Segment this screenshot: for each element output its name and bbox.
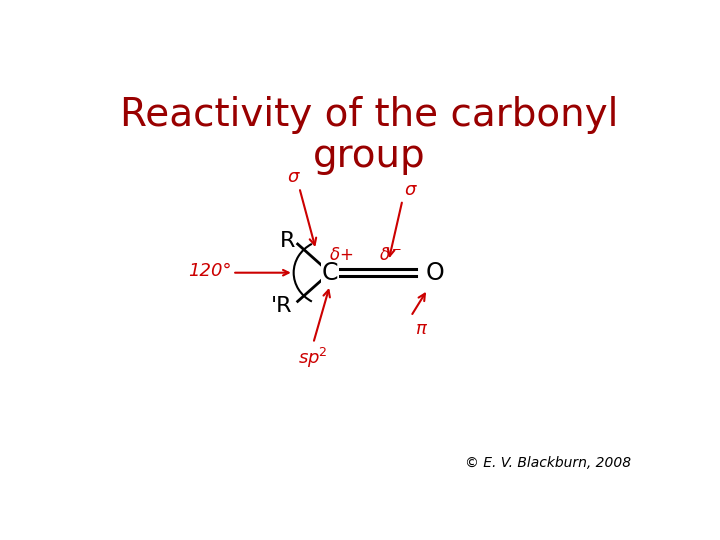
- Text: O: O: [426, 261, 444, 285]
- Text: 'R: 'R: [271, 296, 293, 316]
- Text: sp$^2$: sp$^2$: [298, 346, 328, 370]
- Text: $\delta$+: $\delta$+: [329, 246, 354, 264]
- Text: C: C: [322, 261, 338, 285]
- Text: $\sigma$: $\sigma$: [287, 168, 300, 186]
- Text: R: R: [280, 231, 295, 251]
- Text: © E. V. Blackburn, 2008: © E. V. Blackburn, 2008: [465, 456, 631, 470]
- Text: 120°: 120°: [188, 261, 231, 280]
- Text: group: group: [312, 137, 426, 176]
- Text: $\pi$: $\pi$: [415, 320, 428, 338]
- Text: $\delta$$^-$: $\delta$$^-$: [379, 246, 402, 264]
- Text: $\sigma$: $\sigma$: [404, 180, 418, 199]
- Text: Reactivity of the carbonyl: Reactivity of the carbonyl: [120, 96, 618, 134]
